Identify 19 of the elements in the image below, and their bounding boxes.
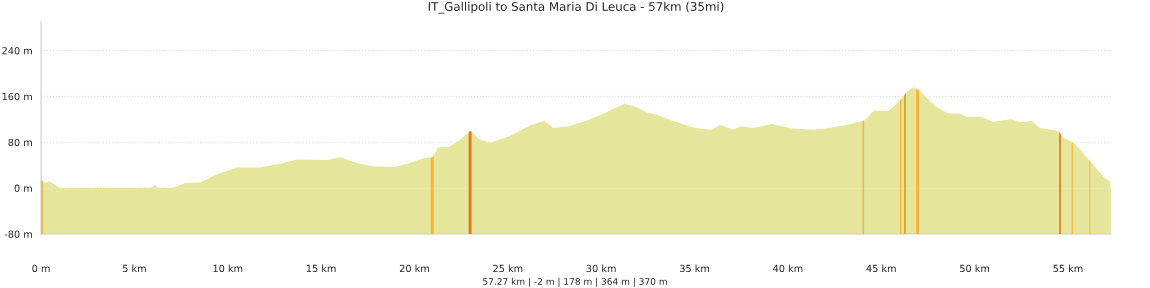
text: 57.27 km | -2 m | 178 m | 364 m | 370 m	[483, 277, 667, 287]
y-tick-label: -80 m	[4, 230, 32, 238]
chart-title: IT_Gallipoli to Santa Maria Di Leuca - 57km (35mi)	[428, 1, 724, 14]
x-tick-label: 5 km	[122, 264, 146, 273]
x-tick-label: 0 m	[32, 264, 50, 273]
x-tick-label: 10 km	[213, 264, 243, 273]
x-tick-label: 50 km	[960, 264, 990, 273]
x-tick-label: 25 km	[493, 264, 523, 273]
y-tick-label: 80 m	[8, 138, 32, 147]
y-tick-label: 160 m	[2, 92, 32, 101]
x-tick-label: 35 km	[680, 264, 709, 273]
x-tick-label: 55 km	[1053, 264, 1083, 273]
x-tick-label: 45 km	[866, 264, 896, 273]
x-tick-label: 30 km	[586, 264, 616, 273]
x-tick-label: 40 km	[773, 264, 803, 273]
y-tick-label: 0 m	[14, 184, 32, 192]
x-tick-label: 20 km	[399, 264, 429, 273]
y-tick-label: 240 m	[2, 47, 32, 55]
x-tick-label: 15 km	[306, 264, 336, 273]
